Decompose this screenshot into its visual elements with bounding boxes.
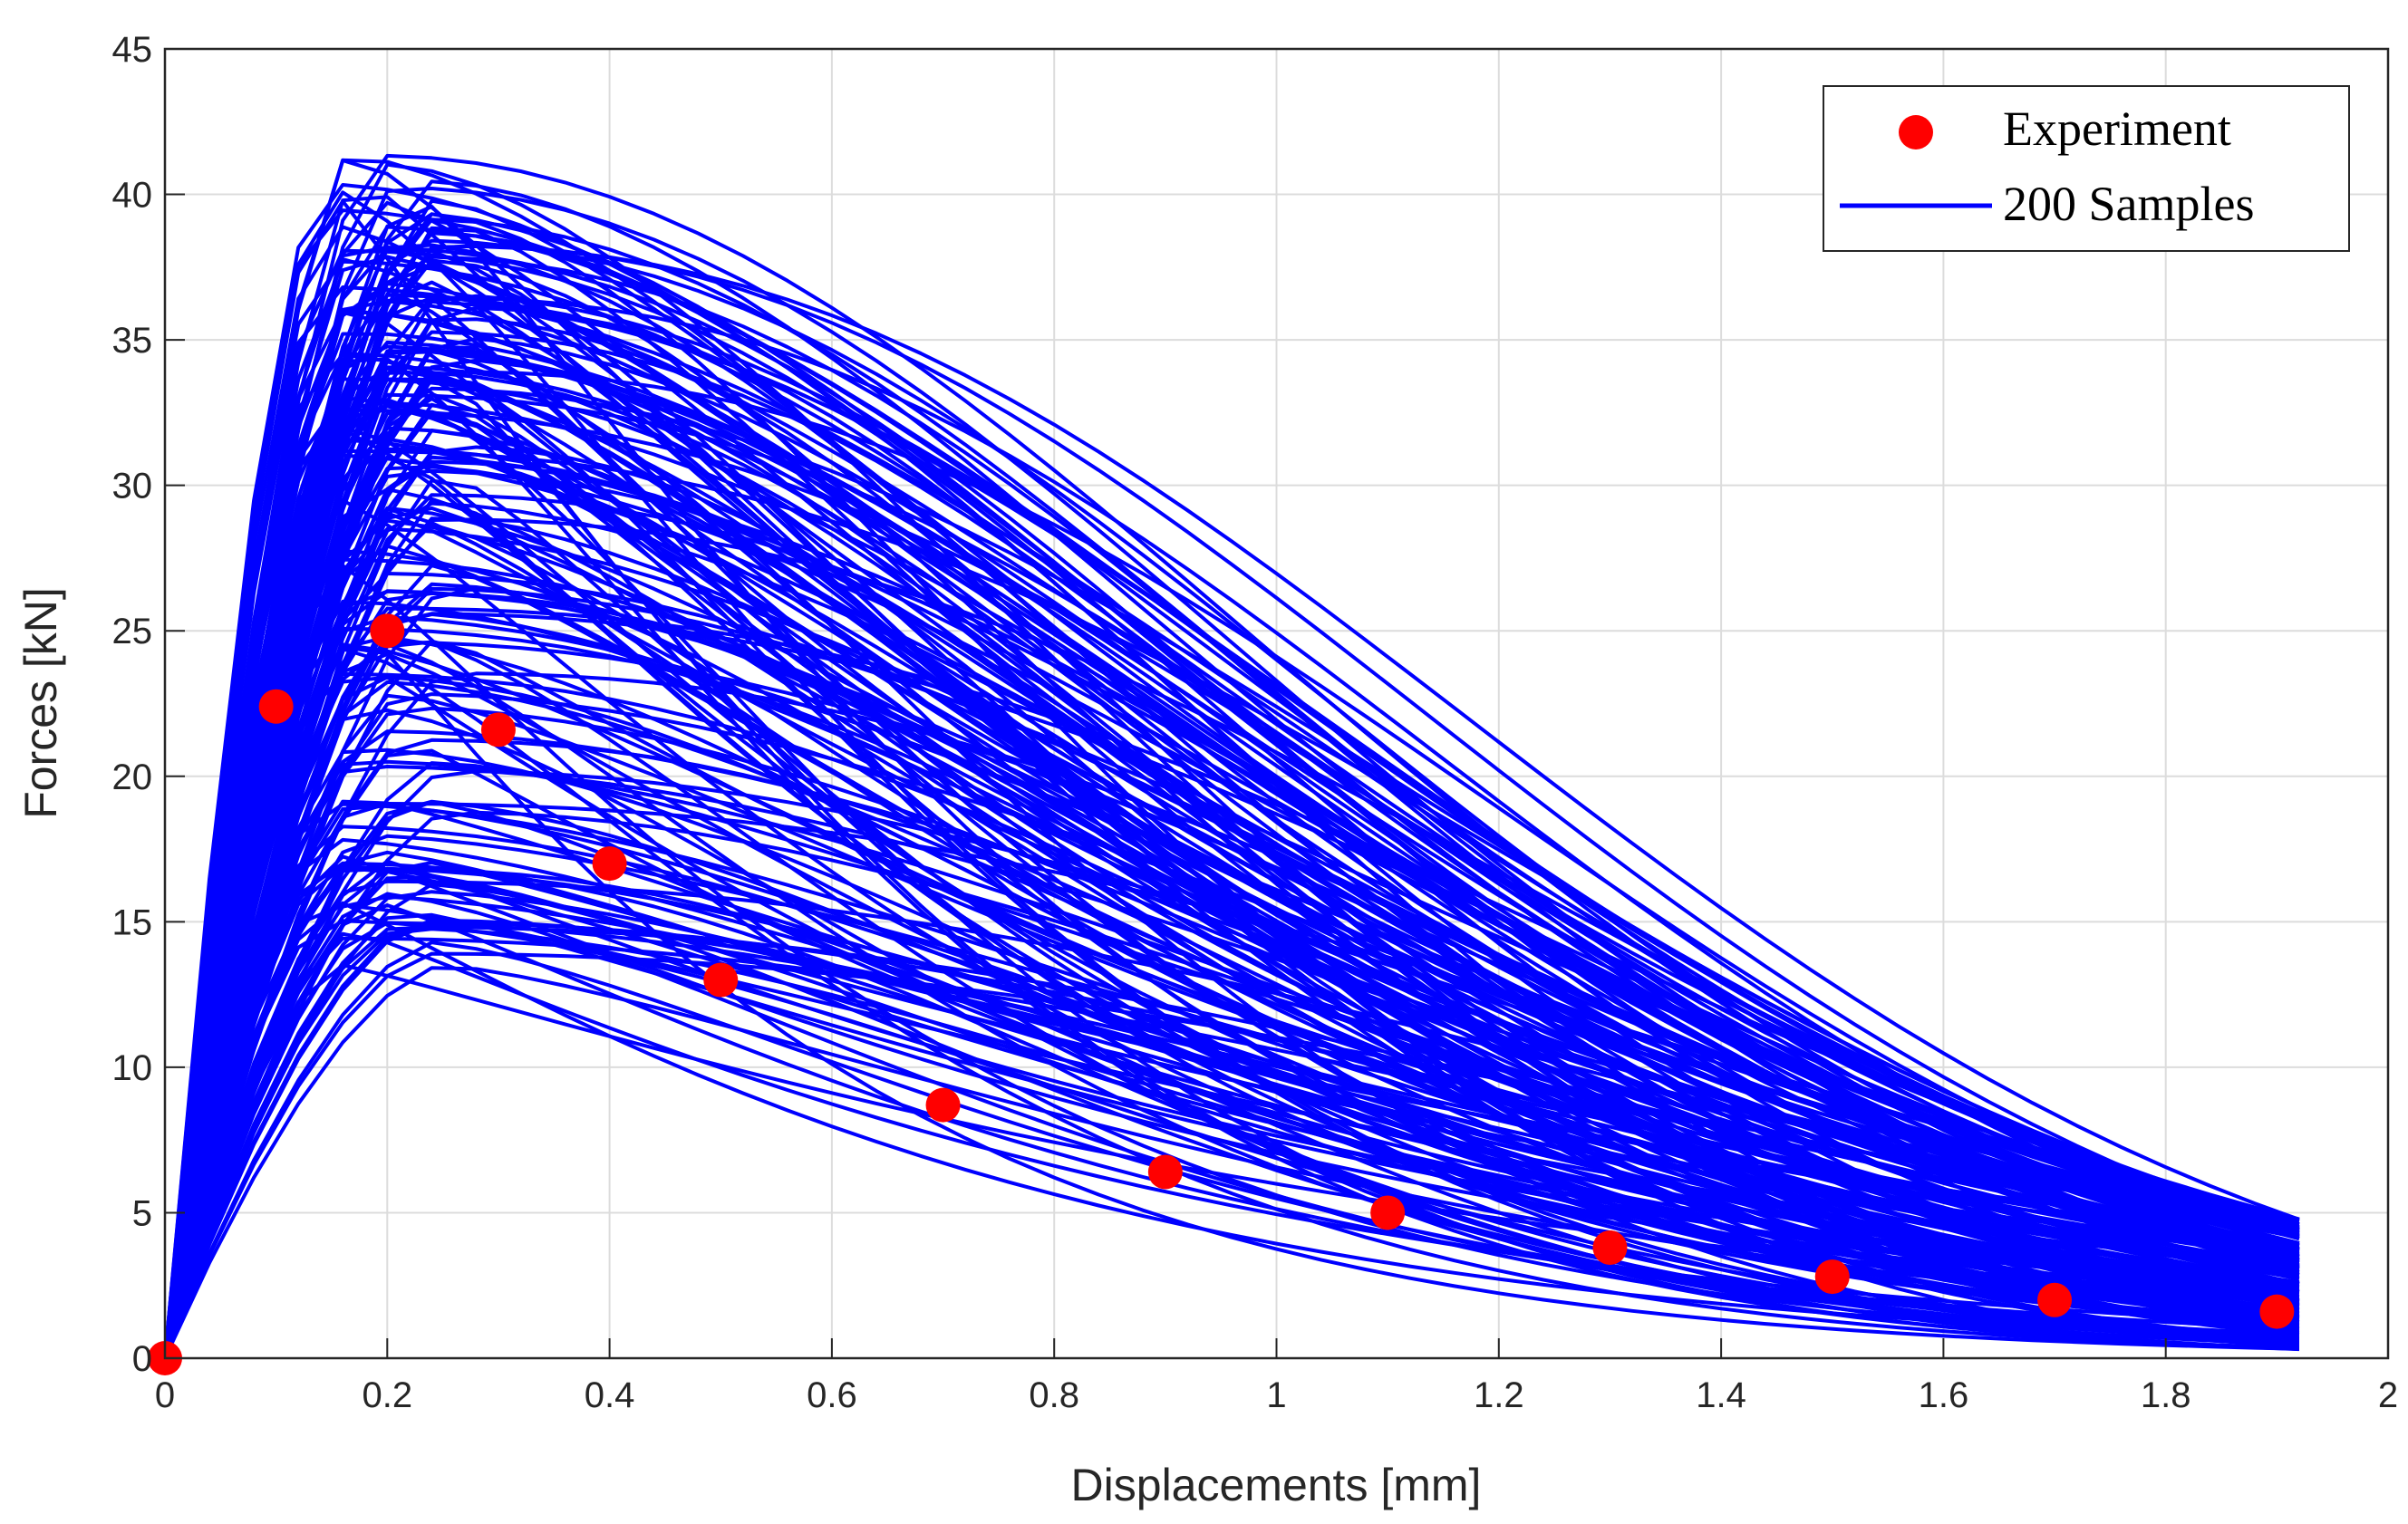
sample-curve — [165, 748, 2300, 1358]
y-tick-label: 5 — [132, 1193, 152, 1233]
legend-experiment-marker — [1899, 115, 1933, 150]
sample-curve — [165, 506, 2300, 1358]
x-tick-label: 1.6 — [1919, 1375, 1969, 1415]
x-tick-label: 1 — [1266, 1375, 1286, 1415]
y-axis-title: Forces [kN] — [15, 587, 66, 819]
axes-frame — [163, 47, 2390, 1360]
sample-curve — [165, 644, 2299, 1358]
y-tick-label: 0 — [132, 1339, 152, 1379]
sample-curve — [165, 639, 2300, 1358]
sample-curve — [165, 398, 2300, 1358]
y-tick-label: 40 — [112, 176, 153, 216]
sample-curve — [165, 931, 2300, 1358]
sample-lines — [165, 153, 2300, 1358]
sample-curve — [165, 162, 2300, 1358]
sample-curve — [165, 285, 2300, 1358]
experiment-point — [1592, 1230, 1628, 1265]
y-tick-label: 20 — [112, 757, 153, 797]
sample-curve — [165, 738, 2300, 1358]
legend-samples-label: 200 Samples — [2003, 177, 2255, 231]
sample-curve — [165, 612, 2300, 1358]
experiment-point — [1814, 1259, 1850, 1295]
experiment-point — [1147, 1154, 1183, 1190]
legend-experiment-label: Experiment — [2003, 101, 2231, 156]
x-tick-label: 2 — [2378, 1375, 2398, 1415]
plot-frame — [163, 47, 2390, 1360]
y-tick-label: 25 — [112, 612, 153, 651]
experiment-point — [592, 846, 627, 882]
x-axis-title: Displacements [mm] — [1071, 1460, 1482, 1510]
sample-curve — [165, 344, 2300, 1358]
sample-curve — [165, 892, 2299, 1358]
sample-curve — [165, 264, 2300, 1358]
x-tick-label: 0.6 — [807, 1375, 857, 1415]
sample-curve — [165, 408, 2300, 1358]
experiment-point — [258, 689, 294, 724]
x-tick-label: 0 — [155, 1375, 175, 1415]
sample-curve — [165, 518, 2300, 1358]
sample-curve — [165, 564, 2299, 1358]
experiment-point — [925, 1087, 961, 1123]
sample-curve — [165, 498, 2300, 1358]
sample-curve — [165, 921, 2300, 1358]
sample-curve — [165, 238, 2300, 1358]
sample-curve — [165, 410, 2300, 1358]
sample-curve — [165, 572, 2300, 1358]
y-tick-label: 35 — [112, 321, 153, 361]
sample-curve — [165, 729, 2300, 1358]
legend-box — [1823, 85, 2350, 252]
x-tick-label: 1.4 — [1696, 1375, 1746, 1415]
sample-curve — [165, 589, 2300, 1358]
y-tick-label: 45 — [112, 30, 153, 70]
x-tick-label: 0.4 — [585, 1375, 635, 1415]
sample-curve — [165, 377, 2300, 1358]
experiment-point — [703, 962, 739, 998]
sample-curve — [165, 358, 2300, 1358]
sample-curve — [165, 647, 2299, 1358]
y-tick-label: 10 — [112, 1048, 153, 1088]
y-tick-label: 30 — [112, 467, 153, 506]
sample-curve — [165, 918, 2300, 1358]
x-tick-label: 0.8 — [1029, 1375, 1079, 1415]
sample-curve — [165, 208, 2300, 1358]
sample-curve — [165, 410, 2299, 1358]
y-tick-label: 15 — [112, 902, 153, 942]
sample-curve — [165, 834, 2300, 1358]
legend: Experiment 200 Samples — [1823, 85, 2350, 252]
sample-curve — [165, 522, 2300, 1358]
sample-curve — [165, 640, 2300, 1358]
sample-curve — [165, 348, 2300, 1358]
sample-curve — [165, 455, 2300, 1358]
x-tick-label: 0.2 — [362, 1375, 412, 1415]
experiment-point — [2259, 1294, 2295, 1329]
x-tick-labels: 0 0.2 0.4 0.6 0.8 1 1.2 1.4 1.6 1.8 2 — [155, 1375, 2398, 1415]
sample-curve — [165, 912, 2300, 1358]
x-tick-label: 1.2 — [1474, 1375, 1524, 1415]
sample-curve — [165, 295, 2300, 1358]
experiment-point — [480, 712, 516, 748]
sample-curve — [165, 854, 2300, 1358]
experiment-point — [370, 613, 405, 649]
sample-curve — [165, 517, 2300, 1358]
experiment-point — [2037, 1282, 2073, 1317]
experiment-points — [148, 613, 2295, 1375]
experiment-point — [1370, 1195, 1406, 1230]
x-tick-label: 1.8 — [2141, 1375, 2191, 1415]
sample-curve — [165, 282, 2300, 1358]
y-tick-labels: 0 5 10 15 20 25 30 35 40 45 — [112, 30, 153, 1379]
